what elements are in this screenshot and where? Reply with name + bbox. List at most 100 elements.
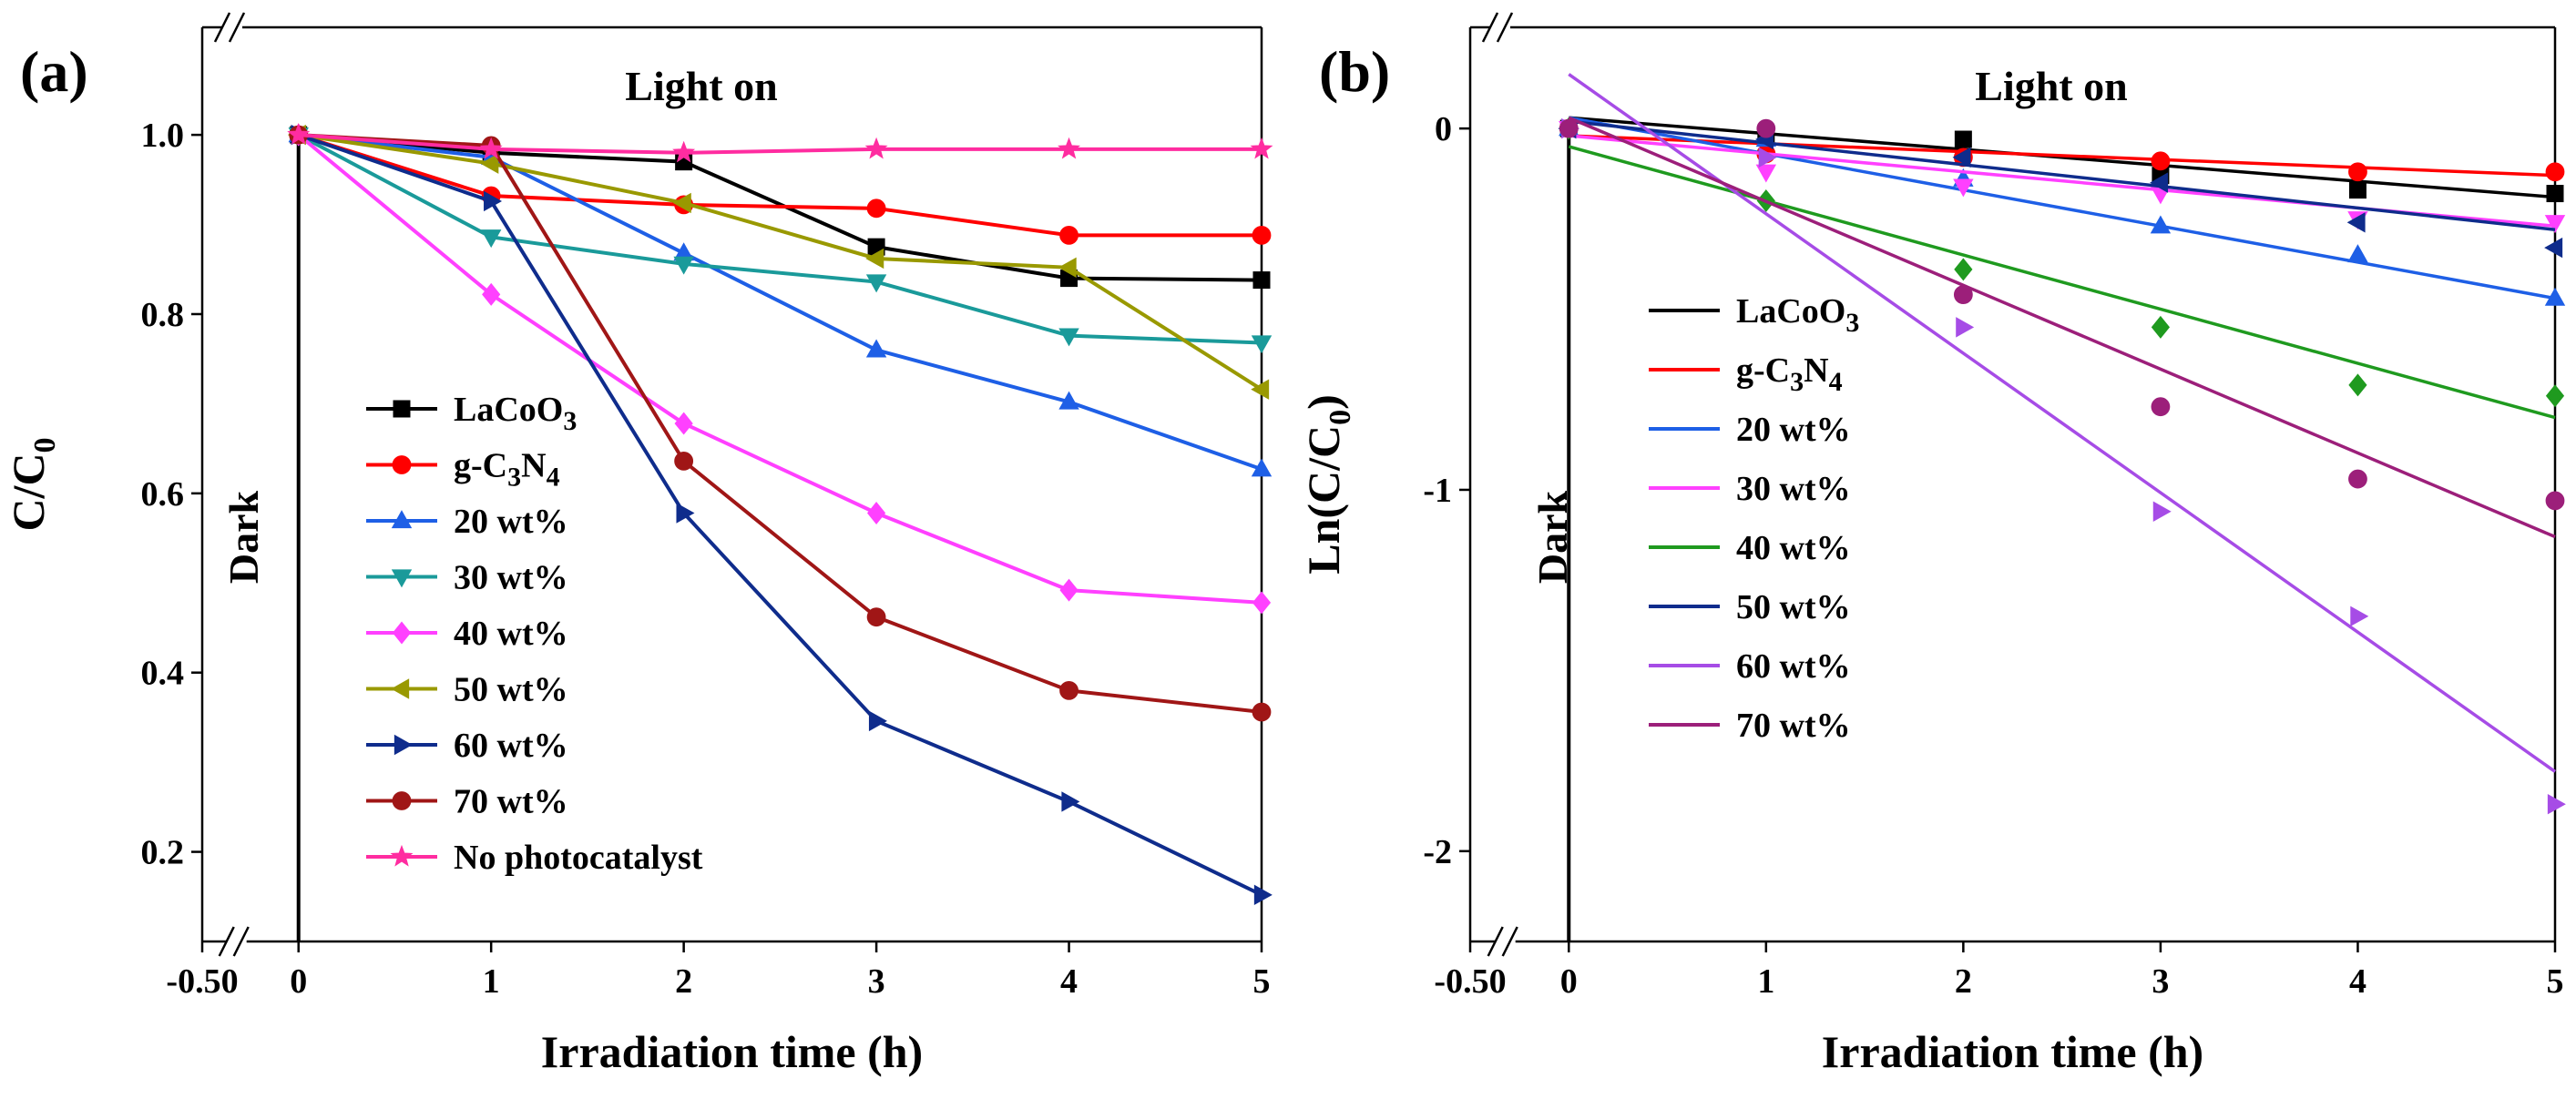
b-series-g-c3n4-point bbox=[2348, 162, 2367, 182]
a-series-60-wt--point bbox=[1253, 884, 1273, 906]
b-x-break-gap bbox=[1495, 934, 1516, 949]
b-series-50-wt- bbox=[1558, 117, 2563, 259]
b-legend-item-label: 50 wt% bbox=[1736, 588, 1851, 626]
a-legend-item-label: 30 wt% bbox=[454, 559, 568, 597]
b-legend-item: 70 wt% bbox=[1649, 707, 1851, 745]
a-x-tick-label: 3 bbox=[868, 962, 885, 1001]
b-series-40-wt--point bbox=[2151, 315, 2171, 339]
b-series-lacoo3-fit-line bbox=[1569, 116, 2556, 199]
a-series-70-wt--point bbox=[1059, 680, 1078, 700]
b-series-70-wt--point bbox=[2151, 397, 2171, 417]
a-dark-label: Dark bbox=[220, 490, 267, 584]
a-series-lacoo3-line bbox=[298, 133, 1262, 282]
a-series-60-wt--point bbox=[484, 190, 503, 212]
a-series-40-wt--line bbox=[297, 133, 1262, 605]
b-series-lacoo3-point bbox=[2546, 185, 2564, 203]
a-legend-item: 50 wt% bbox=[366, 671, 568, 709]
a-series-no-photocatalyst-point bbox=[287, 123, 311, 145]
a-y-tick-label: 1.0 bbox=[141, 117, 185, 155]
b-series-50-wt--point bbox=[1952, 147, 1971, 168]
a-legend-item-swatch-marker bbox=[391, 678, 410, 699]
a-series-20-wt--point bbox=[1058, 391, 1079, 410]
b-series-60-wt--point bbox=[2152, 501, 2172, 522]
a-series-no-photocatalyst-point bbox=[1058, 137, 1081, 159]
a-light-on-label: Light on bbox=[625, 63, 777, 109]
a-series-g-c3n4-point bbox=[1059, 225, 1078, 245]
b-legend-item-label: 40 wt% bbox=[1736, 529, 1851, 567]
b-y-tick-label: 0 bbox=[1435, 110, 1452, 148]
a-series-30-wt--point bbox=[1058, 328, 1079, 347]
b-series-lacoo3-point bbox=[2348, 181, 2366, 199]
a-legend-item-label: 70 wt% bbox=[454, 783, 568, 821]
b-series-60-wt--point bbox=[1758, 147, 1777, 168]
b-light-on-label: Light on bbox=[1975, 63, 2127, 109]
b-series-40-wt--point bbox=[1954, 258, 1973, 281]
a-series-30-wt--point bbox=[865, 274, 887, 293]
b-panel-label: (b) bbox=[1319, 39, 1390, 104]
b-series-40-wt--fit-line bbox=[1568, 145, 2556, 420]
chart-panel-b: -0.50 0 1 2 3 4 5 -2 -1 0 Irradiation time (h) Ln(C… bbox=[1298, 12, 2566, 1077]
a-series-g-c3n4-point bbox=[866, 198, 886, 219]
b-x-tick-label: 4 bbox=[2349, 962, 2366, 1001]
b-series-70-wt--point bbox=[2545, 491, 2565, 511]
b-series-20-wt--point bbox=[2544, 287, 2566, 306]
b-series-20-wt- bbox=[1559, 116, 2566, 306]
a-series-40-wt--point bbox=[1059, 578, 1078, 602]
a-legend-item-swatch-marker bbox=[391, 510, 413, 529]
b-x-tick-label: -0.50 bbox=[1434, 962, 1506, 1001]
a-x-tick-label: 1 bbox=[483, 962, 500, 1001]
a-legend-item: g-C3N4 bbox=[366, 447, 560, 493]
a-legend-item-swatch-marker bbox=[390, 844, 414, 867]
a-series-40-wt--point bbox=[674, 412, 693, 435]
b-legend-item: 50 wt% bbox=[1649, 588, 1851, 626]
a-legend-item-label: 50 wt% bbox=[454, 671, 568, 709]
a-series-60-wt--point bbox=[1061, 791, 1080, 812]
b-dark-label: Dark bbox=[1529, 490, 1576, 584]
b-legend-item: 30 wt% bbox=[1649, 470, 1851, 508]
a-legend-item-label: g-C3N4 bbox=[454, 447, 560, 493]
a-top-break-mark bbox=[228, 12, 246, 43]
b-series-70-wt--fit-line bbox=[1568, 116, 2556, 539]
a-series-50-wt--point bbox=[480, 153, 499, 174]
a-series-50-wt--point bbox=[865, 248, 884, 270]
b-legend-item: 40 wt% bbox=[1649, 529, 1851, 567]
a-series-30-wt--line bbox=[297, 133, 1262, 345]
b-x-tick-label: 3 bbox=[2152, 962, 2169, 1001]
b-top-break-gap bbox=[1490, 20, 1510, 35]
b-legend-item-label: 30 wt% bbox=[1736, 470, 1851, 508]
a-x-tick-label: 5 bbox=[1253, 962, 1271, 1001]
b-x-tick-label: 2 bbox=[1955, 962, 1972, 1001]
a-series-20-wt--line bbox=[298, 133, 1262, 472]
a-legend-item: 70 wt% bbox=[366, 783, 568, 821]
b-top-break-mark bbox=[1481, 12, 1499, 43]
b-series-70-wt--point bbox=[1953, 285, 1973, 305]
a-x-tick-label: -0.50 bbox=[166, 962, 238, 1001]
b-x-break-mark bbox=[1501, 926, 1518, 957]
a-series-50-wt- bbox=[287, 124, 1270, 400]
a-legend-item-swatch-marker bbox=[392, 621, 412, 645]
b-series-60-wt--fit-line bbox=[1568, 73, 2557, 773]
a-series-60-wt--point bbox=[676, 503, 695, 524]
a-series-40-wt--point bbox=[866, 502, 886, 524]
a-series-no-photocatalyst-point bbox=[1250, 137, 1273, 159]
b-series-lacoo3-point bbox=[1954, 130, 1972, 148]
b-x-axis-label: Irradiation time (h) bbox=[1822, 1026, 2203, 1077]
a-series-50-wt--point bbox=[1251, 379, 1270, 400]
a-series-g-c3n4-line bbox=[298, 133, 1262, 238]
a-legend-item-swatch-marker bbox=[392, 791, 412, 810]
a-series-lacoo3-point bbox=[1252, 271, 1271, 290]
a-series-50-wt--point bbox=[1058, 257, 1077, 278]
a-series-g-c3n4-point bbox=[1252, 225, 1272, 245]
b-series-50-wt--point bbox=[2346, 212, 2366, 233]
a-legend-item-label: 20 wt% bbox=[454, 503, 568, 541]
b-series-60-wt--point bbox=[2547, 793, 2566, 815]
b-series-70-wt--point bbox=[1756, 118, 1776, 138]
b-y-tick-label: -1 bbox=[1423, 472, 1452, 510]
b-series-lacoo3 bbox=[1559, 116, 2564, 203]
a-series-70-wt--point bbox=[866, 607, 886, 627]
b-y-tick-label: -2 bbox=[1423, 833, 1452, 871]
b-series-30-wt--point bbox=[2544, 215, 2566, 234]
a-legend-item-label: LaCoO3 bbox=[454, 391, 577, 436]
b-series-50-wt--point bbox=[2544, 237, 2563, 259]
b-series-70-wt- bbox=[1559, 116, 2565, 539]
